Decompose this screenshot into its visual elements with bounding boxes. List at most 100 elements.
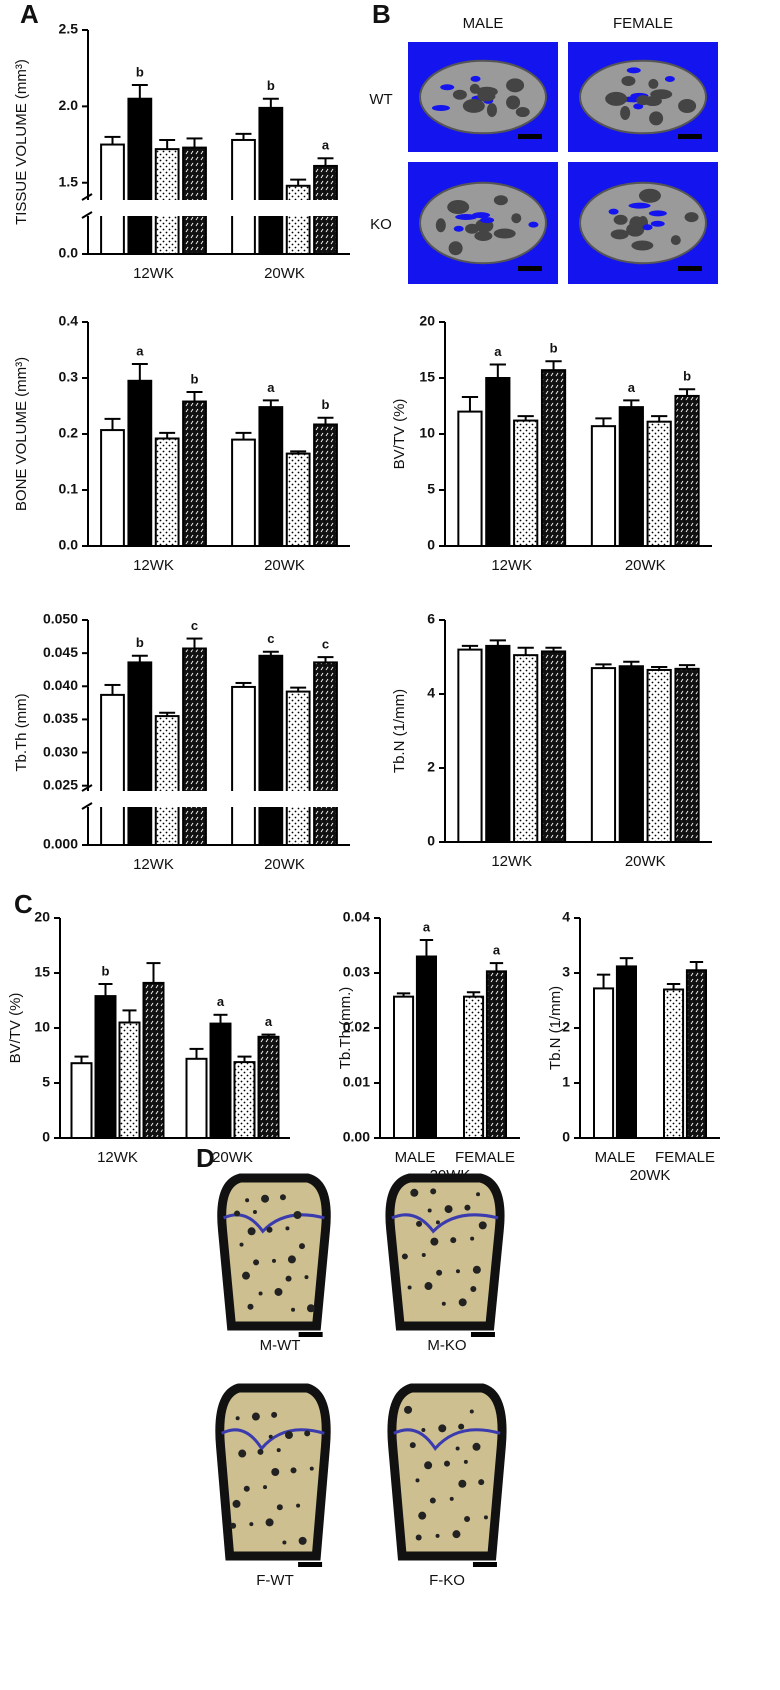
y-tick-label: 2.5 [59, 21, 79, 37]
error-bar [666, 983, 681, 990]
error-bar [146, 962, 161, 983]
error-bar [689, 961, 704, 971]
y-tick-label: 20 [419, 313, 435, 329]
error-bar [595, 417, 612, 427]
x-tick-label: MALE [395, 1149, 436, 1166]
y-tick-label: 0.02 [343, 1019, 370, 1035]
render-hole [486, 103, 497, 118]
error-bar [317, 157, 334, 166]
x-tick-label: 12WK [491, 557, 532, 574]
trabecula [470, 1236, 475, 1241]
bar [285, 452, 311, 548]
trabecula [238, 1449, 247, 1458]
render-hole [528, 221, 539, 228]
bar [593, 987, 615, 1140]
render-hole [448, 241, 463, 256]
render-hole [474, 231, 493, 242]
render-hole [455, 213, 478, 220]
trabecula [285, 1275, 292, 1282]
x-tick-label: 12WK [133, 856, 174, 873]
render-hole [684, 212, 699, 223]
error-bar [290, 450, 307, 454]
trabecula [271, 1411, 278, 1418]
trabecula [424, 1282, 433, 1291]
trabecula [282, 1540, 287, 1545]
y-axis-label: TISSUE VOLUME (mm³) [13, 59, 30, 225]
significance-label: a [265, 1014, 273, 1029]
trabecula [478, 1221, 487, 1230]
significance-label: a [136, 343, 144, 358]
break-mark [81, 193, 93, 201]
error-bar [651, 665, 668, 670]
error-bar [104, 135, 121, 145]
bar [285, 184, 311, 255]
y-tick-label: 0.04 [343, 909, 370, 925]
y-tick-label: 20 [34, 909, 50, 925]
break-mark [81, 211, 93, 219]
render-hole [493, 228, 516, 239]
trabecula [298, 1536, 307, 1545]
y-tick-label: 0.050 [43, 611, 78, 627]
significance-label: c [267, 631, 274, 646]
error-bar [517, 415, 534, 421]
trabecula [235, 1416, 240, 1421]
trabecula [472, 1265, 481, 1274]
trabecula [306, 1304, 315, 1313]
trabecula [455, 1269, 460, 1274]
bar [182, 647, 207, 846]
trabecula [274, 1287, 283, 1296]
bar [258, 654, 284, 846]
trabecula [415, 1534, 422, 1541]
y-tick-label: 0.1 [59, 481, 79, 497]
error-bar [159, 138, 176, 150]
trabecula [427, 1208, 432, 1213]
render-hole [462, 98, 485, 113]
panel-letter: D [196, 1143, 215, 1173]
trabecula [435, 1220, 440, 1225]
bar [513, 419, 539, 547]
render-hole [633, 103, 644, 110]
render-hole [613, 214, 628, 225]
growth-cartilage [391, 1213, 499, 1234]
trabecula [430, 1237, 439, 1246]
y-tick-label: 1 [562, 1074, 570, 1090]
scale-bar [298, 1562, 323, 1567]
column-label: FEMALE [613, 15, 673, 32]
trabecula [287, 1255, 296, 1264]
image-label: F-WT [256, 1572, 293, 1589]
error-bar [595, 663, 612, 669]
bar [674, 667, 700, 844]
render-hole [465, 223, 480, 234]
trabecula [438, 1424, 447, 1433]
panel-letter: C [14, 889, 33, 919]
error-bar [489, 639, 506, 646]
error-bar [186, 391, 203, 402]
trabecula [263, 1485, 268, 1490]
trabecula [464, 1516, 471, 1523]
error-bar [545, 360, 562, 371]
trabecula [284, 1431, 293, 1440]
trabecula [444, 1205, 453, 1214]
trabecula [452, 1530, 461, 1539]
y-tick-label: 0.045 [43, 644, 78, 660]
render-hole [605, 91, 628, 106]
break-mark [81, 784, 93, 792]
render-hole [636, 95, 651, 106]
trabecula [476, 1192, 481, 1197]
scale-bar [678, 134, 702, 139]
significance-label: b [550, 341, 558, 356]
growth-cartilage [221, 1428, 325, 1452]
growth-cartilage [393, 1428, 501, 1451]
y-tick-label: 10 [34, 1019, 50, 1035]
y-tick-label: 2 [427, 759, 435, 775]
trabecula [252, 1210, 257, 1215]
error-bar [186, 137, 203, 148]
render-hole [477, 91, 496, 102]
y-tick-label: 2 [562, 1019, 570, 1035]
y-tick-label: 0.3 [59, 369, 79, 385]
y-tick-label: 3 [562, 964, 570, 980]
bar [94, 995, 117, 1139]
axis-break [80, 791, 352, 807]
bar [590, 667, 617, 843]
x-tick-label: 12WK [133, 265, 174, 282]
